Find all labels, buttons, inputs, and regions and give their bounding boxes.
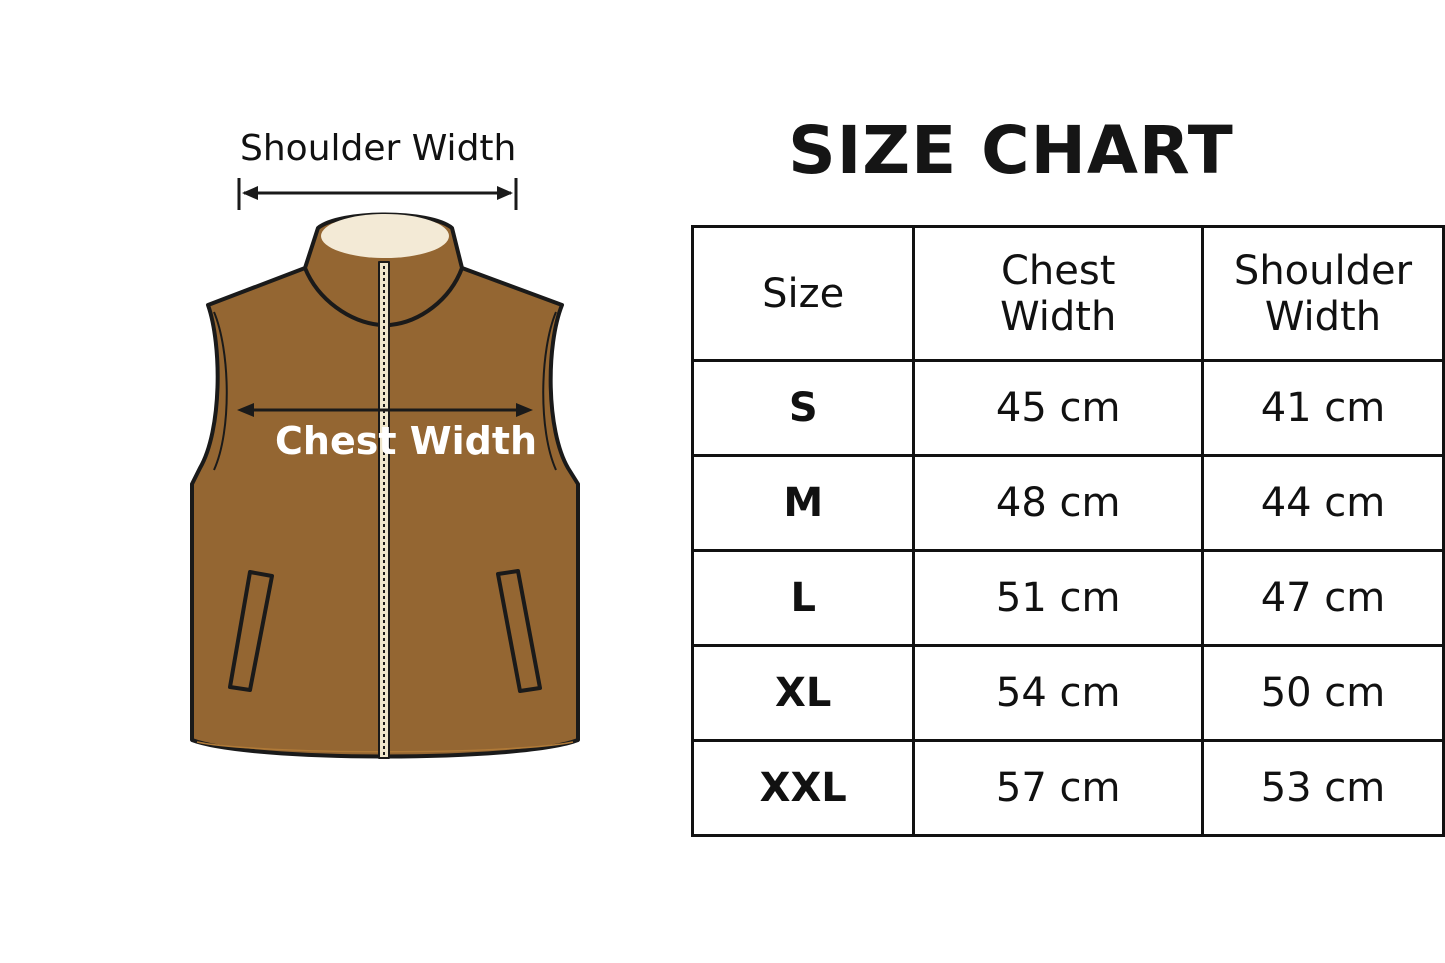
shoulder-width-arrow xyxy=(237,178,518,210)
header-shoulder: Shoulder Width xyxy=(1200,225,1445,362)
shoulder-cell: 53 cm xyxy=(1200,739,1445,837)
table-header-row: Size Chest Width Shoulder Width xyxy=(690,225,1445,362)
zipper xyxy=(378,261,390,759)
shoulder-cell: 50 cm xyxy=(1200,644,1445,742)
shoulder-cell: 47 cm xyxy=(1200,549,1445,647)
shoulder-cell: 44 cm xyxy=(1200,454,1445,552)
size-cell: S xyxy=(690,359,916,457)
collar-lining xyxy=(321,214,449,258)
table-row: S 45 cm 41 cm xyxy=(690,359,1445,457)
chest-cell: 51 cm xyxy=(912,549,1204,647)
chest-width-label: Chest Width xyxy=(275,419,538,463)
left-pocket xyxy=(228,570,274,692)
chest-cell: 48 cm xyxy=(912,454,1204,552)
shoulder-cell: 41 cm xyxy=(1200,359,1445,457)
page-title: SIZE CHART xyxy=(788,112,1234,189)
size-cell: XXL xyxy=(690,739,916,837)
size-cell: L xyxy=(690,549,916,647)
table-row: XXL 57 cm 53 cm xyxy=(690,739,1445,837)
right-pocket xyxy=(496,569,542,693)
size-cell: XL xyxy=(690,644,916,742)
chest-cell: 57 cm xyxy=(912,739,1204,837)
table-row: M 48 cm 44 cm xyxy=(690,454,1445,552)
header-chest: Chest Width xyxy=(912,225,1204,362)
table-row: L 51 cm 47 cm xyxy=(690,549,1445,647)
vest-body xyxy=(190,212,580,759)
chest-cell: 45 cm xyxy=(912,359,1204,457)
size-cell: M xyxy=(690,454,916,552)
table-row: XL 54 cm 50 cm xyxy=(690,644,1445,742)
chest-width-arrow xyxy=(237,403,533,417)
size-table: Size Chest Width Shoulder Width S 45 cm 41… xyxy=(690,225,1445,837)
shoulder-width-label: Shoulder Width xyxy=(240,128,517,169)
header-size: Size xyxy=(690,225,916,362)
chest-cell: 54 cm xyxy=(912,644,1204,742)
